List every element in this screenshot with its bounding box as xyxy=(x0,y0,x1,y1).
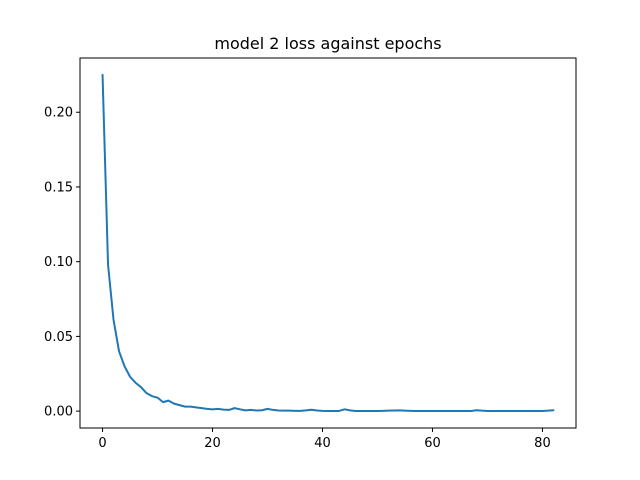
y-tick-label: 0.05 xyxy=(44,330,73,345)
x-tick-label: 40 xyxy=(314,436,331,451)
y-tick-label: 0.20 xyxy=(44,106,73,121)
y-tick-label: 0.00 xyxy=(44,405,73,420)
x-tick-label: 80 xyxy=(534,436,551,451)
chart-title: model 2 loss against epochs xyxy=(214,34,441,53)
plot-area xyxy=(101,73,555,412)
x-tick-label: 60 xyxy=(424,436,441,451)
plot-frame xyxy=(79,57,577,429)
x-tick-label: 20 xyxy=(204,436,221,451)
y-tick-label: 0.15 xyxy=(44,180,73,195)
x-tick-label: 0 xyxy=(98,436,106,451)
axis-ticks: 0 20 40 60 80 0.00 0.05 0.10 0.15 0.20 xyxy=(44,106,551,451)
y-tick-label: 0.10 xyxy=(44,255,73,270)
loss-series-line xyxy=(101,73,555,412)
